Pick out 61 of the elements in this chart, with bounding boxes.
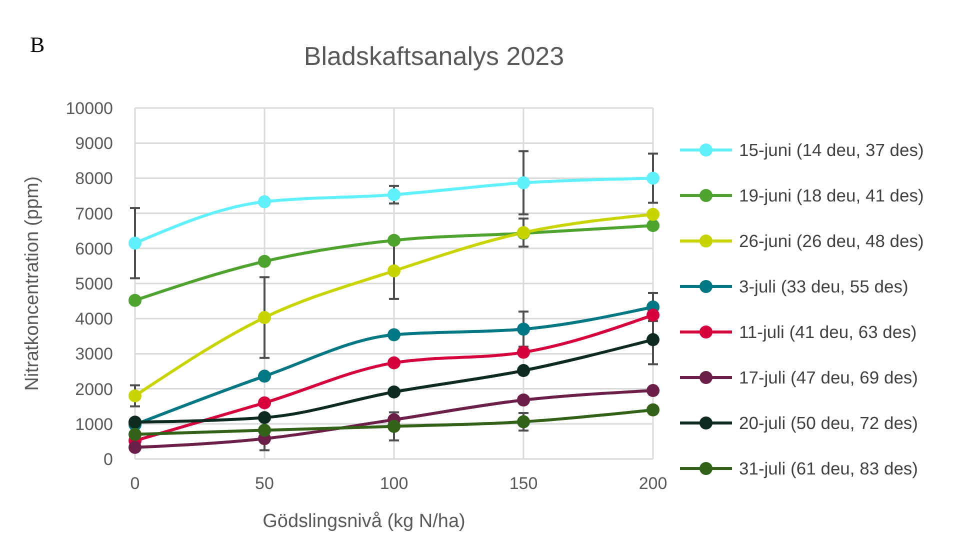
x-tick-label: 50 <box>255 474 274 493</box>
y-tick-label: 1000 <box>75 414 113 434</box>
x-axis-title: Gödslingsnivå (kg N/ha) <box>262 511 466 532</box>
legend-label: 11-juli (41 deu, 63 des) <box>739 322 917 342</box>
legend-label: 17-juli (47 deu, 69 des) <box>739 368 918 388</box>
point <box>646 403 660 416</box>
legend-label: 20-juli (50 deu, 72 des) <box>739 413 918 433</box>
point <box>646 219 660 232</box>
point <box>258 424 271 437</box>
point <box>646 172 660 185</box>
legend-label: 26-juni (26 deu, 48 des) <box>739 231 924 251</box>
point <box>388 234 400 247</box>
x-tick-label: 200 <box>638 474 668 493</box>
point <box>258 370 271 383</box>
y-tick-label: 9000 <box>75 134 113 154</box>
point <box>128 236 142 250</box>
y-tick-label: 6000 <box>75 239 113 258</box>
point <box>646 384 660 398</box>
y-tick-label: 4000 <box>75 310 113 329</box>
y-tick-label: 2000 <box>75 380 113 399</box>
point <box>517 176 530 190</box>
legend-label: 3-juli (33 deu, 55 des) <box>739 276 908 296</box>
point <box>258 195 271 208</box>
point <box>128 440 142 454</box>
point <box>128 389 142 402</box>
x-tick-label: 100 <box>380 474 408 493</box>
point <box>128 416 142 429</box>
x-tick-label: 0 <box>130 474 140 493</box>
point <box>388 385 400 398</box>
point <box>646 333 660 346</box>
point <box>646 308 660 322</box>
y-axis-title: Nitratkoncentration (ppm) <box>22 176 43 391</box>
point <box>646 208 660 221</box>
point <box>517 346 530 359</box>
point <box>128 294 142 307</box>
point <box>388 356 400 370</box>
y-tick-label: 3000 <box>75 344 113 364</box>
point <box>517 394 530 407</box>
point <box>517 322 530 336</box>
point <box>388 188 400 202</box>
point <box>258 311 271 324</box>
point <box>258 411 271 424</box>
point <box>517 364 530 378</box>
x-tick-label: 150 <box>509 474 538 493</box>
legend-label: 15-juni (14 deu, 37 des) <box>739 140 924 160</box>
legend-label: 19-juni (18 deu, 41 des) <box>739 186 924 206</box>
point <box>517 415 530 428</box>
point <box>128 428 142 441</box>
y-tick-label: 8000 <box>75 169 113 188</box>
y-tick-label: 0 <box>104 450 113 469</box>
y-tick-label: 7000 <box>75 204 113 224</box>
y-tick-label: 5000 <box>75 274 113 294</box>
text: B <box>30 32 45 57</box>
point <box>258 254 271 268</box>
point <box>258 396 271 410</box>
point <box>388 328 400 342</box>
point <box>388 420 400 433</box>
point <box>388 264 400 278</box>
chart-title: Bladskaftsanalys 2023 <box>304 41 564 71</box>
y-tick-label: 10000 <box>66 99 113 118</box>
legend-label: 31-juli (61 deu, 83 des) <box>739 458 918 478</box>
